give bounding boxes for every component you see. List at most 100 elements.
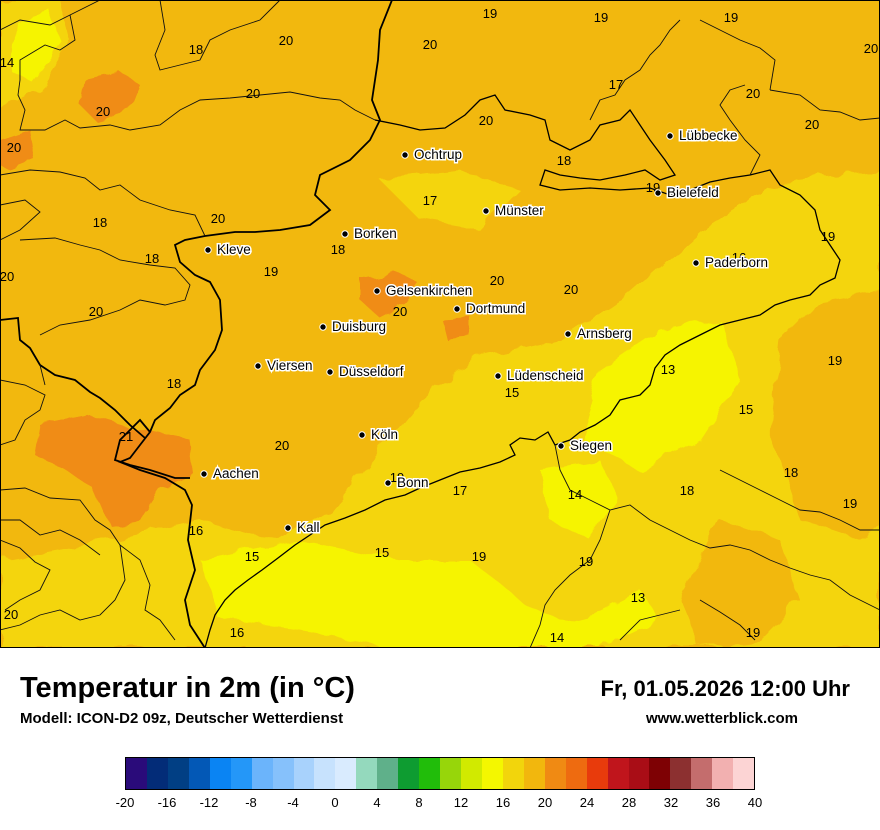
- city-dot: [453, 305, 461, 313]
- regional-border-5: [0, 364, 46, 446]
- regional-border-2: [154, 0, 281, 71]
- city-label: Münster: [495, 203, 544, 218]
- color-scale-cell: [544, 758, 566, 789]
- city-label: Lübbecke: [679, 128, 738, 143]
- temperature-label: 18: [331, 242, 345, 257]
- city-dot: [341, 230, 349, 238]
- website-link[interactable]: www.wetterblick.com: [646, 710, 798, 727]
- city-marker: Lüdenscheid: [494, 367, 585, 385]
- city-label: Viersen: [267, 358, 313, 373]
- field-mid-north: [380, 170, 520, 230]
- color-scale-tick-label: -20: [115, 795, 135, 810]
- color-scale-cell: [712, 758, 734, 789]
- regional-border-7: [0, 539, 51, 611]
- city-label: Aachen: [213, 466, 259, 481]
- city-label: Paderborn: [705, 255, 768, 270]
- borders: [0, 0, 880, 648]
- city-dot: [319, 323, 327, 331]
- color-scale-cell: [440, 758, 461, 789]
- color-scale-cell: [502, 758, 524, 789]
- color-scale: [125, 757, 755, 790]
- color-scale-tick-label: 4: [373, 795, 381, 810]
- temperature-label: 14: [568, 487, 582, 502]
- color-scale-cell: [356, 758, 378, 789]
- city-dot: [482, 207, 490, 215]
- temperature-label: 19: [828, 353, 842, 368]
- city-marker: Kleve: [204, 241, 252, 259]
- color-scale-cell: [398, 758, 420, 789]
- color-scale-cell: [565, 758, 587, 789]
- city-dot: [692, 259, 700, 267]
- temperature-label: 20: [7, 140, 21, 155]
- field-warm-west: [0, 130, 35, 170]
- color-scale-tick-label: 20: [537, 795, 553, 810]
- field-cool-siegen: [540, 460, 620, 540]
- city-dot: [358, 431, 366, 439]
- city-dot: [254, 362, 262, 370]
- regional-border-se: [529, 444, 880, 648]
- color-scale-cell: [126, 758, 147, 789]
- national-border-nw: [0, 317, 146, 439]
- city-dot: [494, 372, 502, 380]
- color-scale-cell: [272, 758, 294, 789]
- color-scale-tick-label: -8: [245, 795, 257, 810]
- color-scale-cell: [335, 758, 357, 789]
- color-scale-cell: [733, 758, 755, 789]
- temperature-label: 20: [246, 86, 260, 101]
- city-label: Borken: [354, 226, 397, 241]
- temperature-label: 20: [805, 117, 819, 132]
- temperature-labels: 19 19 19 20 14 18 20 20 17 20 20 20 20 20 20 18 19 17 20 18…: [0, 6, 878, 645]
- temperature-label: 20: [479, 113, 493, 128]
- temperature-label: 17: [453, 483, 467, 498]
- city-dot: [557, 442, 565, 450]
- color-scale-cell: [314, 758, 336, 789]
- color-scale-tick-label: 32: [663, 795, 679, 810]
- color-scale-tick-label: 24: [579, 795, 595, 810]
- temperature-field: [0, 0, 880, 648]
- city-marker: Münster: [482, 202, 546, 220]
- temperature-label: 16: [230, 625, 244, 640]
- city-marker: Köln: [358, 426, 400, 444]
- temperature-label: 21: [119, 429, 133, 444]
- temperature-label: 13: [661, 362, 675, 377]
- city-label: Gelsenkirchen: [386, 283, 472, 298]
- temperature-label: 19: [746, 625, 760, 640]
- color-scale-tick-label: 36: [705, 795, 721, 810]
- field-warm-nw: [80, 72, 140, 120]
- city-label: Ochtrup: [414, 147, 462, 162]
- city-marker: Bielefeld: [654, 184, 720, 202]
- temperature-label: 20: [279, 33, 293, 48]
- temperature-label: 13: [631, 590, 645, 605]
- national-border: [117, 0, 393, 648]
- city-label: Lüdenscheid: [507, 368, 584, 383]
- color-scale-cell: [607, 758, 629, 789]
- temperature-label: 15: [739, 402, 753, 417]
- color-scale-tick-label: -12: [199, 795, 219, 810]
- city-label: Köln: [371, 427, 398, 442]
- city-marker: Kall: [284, 519, 321, 537]
- temperature-label: 15: [375, 545, 389, 560]
- city-dot: [204, 246, 212, 254]
- temperature-label: 18: [189, 42, 203, 57]
- color-scale-cell: [649, 758, 671, 789]
- border-aachen-loop: [113, 418, 190, 479]
- temperature-label: 20: [864, 41, 878, 56]
- regional-border-east: [719, 84, 880, 176]
- color-scale-cell: [628, 758, 650, 789]
- forecast-datetime: Fr, 01.05.2026 12:00 Uhr: [600, 676, 851, 701]
- color-scale-cell: [251, 758, 273, 789]
- temperature-label: 19: [264, 264, 278, 279]
- regional-border-4: [19, 237, 191, 336]
- city-dot: [401, 151, 409, 159]
- city-label: Dortmund: [466, 301, 525, 316]
- city-marker: Duisburg: [319, 318, 388, 336]
- color-scale-tick-label: 40: [747, 795, 763, 810]
- cities: Ochtrup Lübbecke Bielefeld Münster Borken Kle…: [200, 127, 770, 537]
- regional-border-6: [0, 487, 176, 641]
- color-scale-tick-label: -4: [287, 795, 299, 810]
- temperature-label: 20: [423, 37, 437, 52]
- field-warm-ruhr2: [440, 316, 470, 338]
- city-dot: [326, 368, 334, 376]
- temperature-label: 19: [821, 229, 835, 244]
- city-marker: Ochtrup: [401, 146, 464, 164]
